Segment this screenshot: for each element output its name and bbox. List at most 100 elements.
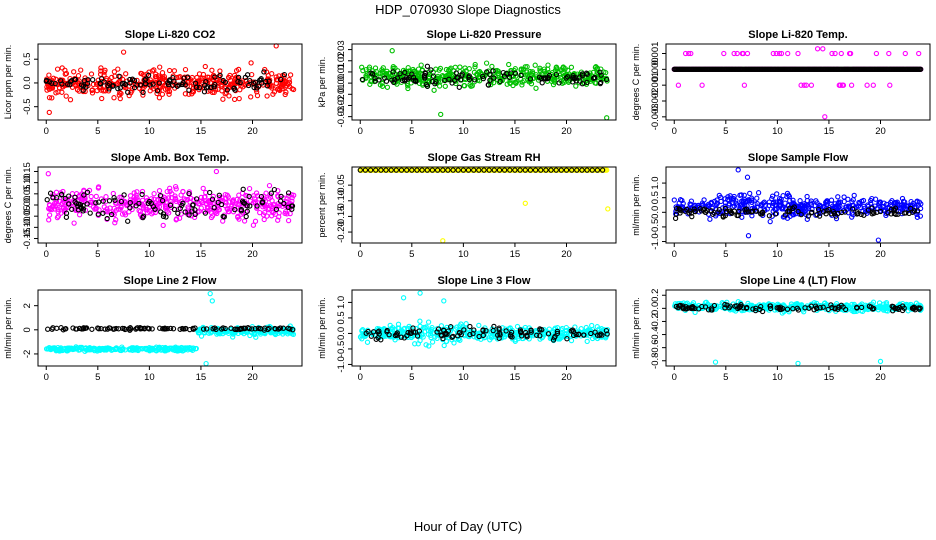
data-point — [412, 341, 418, 347]
data-point — [436, 83, 443, 89]
data-point — [287, 326, 293, 332]
y-tick-label: -0.15 — [336, 206, 347, 228]
data-point — [495, 332, 501, 338]
y-tick-label: 2 — [22, 303, 33, 308]
data-point — [519, 82, 525, 88]
y-tick-label: -0.2 — [650, 313, 661, 329]
data-point — [437, 65, 444, 72]
data-point — [129, 76, 136, 82]
data-point — [98, 76, 105, 82]
data-point — [48, 346, 55, 352]
data-point — [901, 210, 908, 216]
data-point — [218, 82, 224, 88]
y-axis-label: ml/min per min. — [3, 297, 13, 359]
y-tick-label: -2 — [22, 350, 33, 358]
data-point — [714, 200, 721, 206]
data-point — [402, 69, 408, 76]
data-point — [278, 193, 284, 200]
x-tick-label: 0 — [672, 372, 677, 383]
data-point — [744, 197, 751, 204]
data-point — [476, 167, 482, 173]
data-point — [446, 67, 452, 73]
x-tick-label: 15 — [510, 372, 521, 383]
data-point — [777, 198, 783, 204]
data-point — [422, 325, 428, 331]
x-tick-label: 5 — [723, 126, 728, 137]
data-point — [726, 202, 732, 208]
data-point — [538, 167, 544, 173]
data-point — [409, 71, 415, 77]
data-point — [59, 65, 65, 71]
data-point — [131, 84, 138, 91]
data-point — [786, 209, 793, 215]
data-point — [858, 211, 864, 218]
data-point — [870, 82, 876, 88]
data-point — [528, 327, 534, 333]
data-point — [192, 207, 198, 213]
data-point — [248, 94, 254, 100]
data-point — [288, 203, 295, 209]
y-tick-label: 0.5 — [336, 311, 347, 324]
data-point — [421, 74, 428, 80]
data-point — [63, 93, 69, 99]
data-point — [261, 216, 267, 223]
data-point — [192, 80, 199, 86]
data-point — [247, 77, 253, 84]
data-point — [200, 326, 207, 332]
data-point — [560, 64, 566, 70]
data-point — [734, 50, 740, 57]
data-point — [285, 193, 292, 199]
data-point — [721, 50, 727, 57]
data-point — [94, 346, 101, 353]
data-point — [880, 304, 886, 311]
data-point — [125, 89, 131, 95]
data-point — [744, 50, 751, 57]
data-point — [568, 337, 575, 344]
data-point — [155, 73, 162, 79]
data-point — [157, 64, 163, 70]
data-point — [495, 71, 501, 77]
data-point — [491, 75, 497, 81]
data-point — [822, 300, 828, 306]
data-point — [843, 204, 850, 210]
data-point — [890, 308, 896, 314]
data-point — [410, 329, 417, 335]
data-point — [575, 328, 582, 334]
data-point — [398, 167, 405, 173]
data-point — [137, 326, 143, 332]
data-point — [184, 74, 191, 80]
data-point — [439, 72, 446, 79]
data-point — [378, 167, 384, 173]
data-point — [156, 188, 163, 194]
data-point — [517, 167, 523, 173]
data-point — [372, 75, 378, 81]
data-point — [741, 192, 747, 198]
data-point — [88, 193, 94, 200]
y-tick-label: 0.03 — [336, 40, 347, 59]
data-point — [772, 202, 778, 208]
data-point — [802, 305, 808, 311]
data-point — [508, 67, 514, 74]
data-point — [766, 202, 772, 209]
data-point — [98, 65, 104, 71]
data-point — [58, 192, 65, 198]
data-point — [449, 334, 455, 340]
data-point — [271, 89, 278, 95]
data-point — [282, 91, 288, 98]
data-point — [514, 323, 521, 330]
data-point — [816, 213, 823, 219]
data-point — [785, 50, 791, 57]
data-point — [287, 72, 294, 78]
data-point — [247, 198, 254, 204]
data-point — [826, 307, 832, 314]
y-axis-label: degrees C per min. — [3, 167, 13, 244]
data-point — [252, 326, 258, 332]
y-tick-label: 0.0 — [336, 327, 347, 340]
data-point — [115, 66, 121, 72]
data-point — [154, 88, 161, 94]
data-point — [87, 210, 93, 216]
data-point — [532, 62, 538, 68]
data-point — [266, 78, 272, 84]
